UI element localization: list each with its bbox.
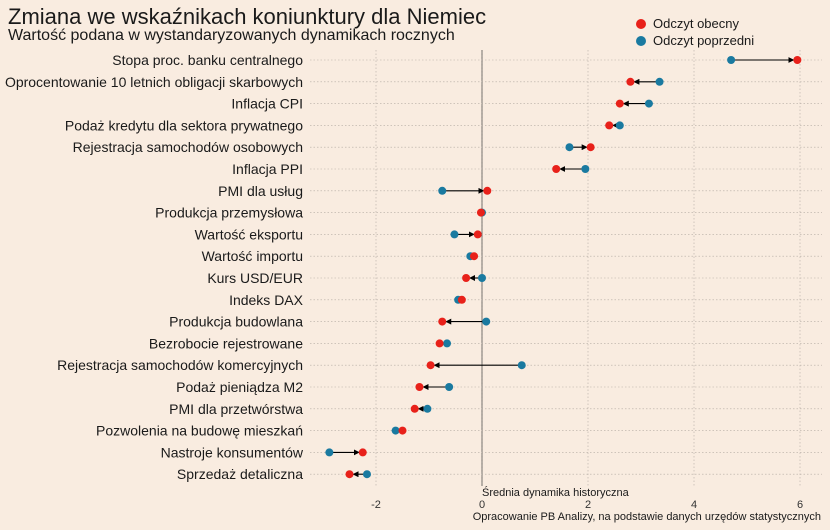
x-tick-label: 0	[479, 499, 485, 511]
grid-layer	[310, 50, 822, 486]
legend: Odczyt obecny Odczyt poprzedni	[636, 15, 754, 49]
current-point	[462, 274, 471, 282]
category-label: Kurs USD/EUR	[207, 270, 303, 286]
category-label: Nastroje konsumentów	[161, 444, 304, 460]
category-labels: Stopa proc. banku centralnego Oprocentowa…	[5, 52, 304, 482]
current-point	[605, 121, 614, 130]
current-point	[438, 317, 447, 326]
category-label: PMI dla przetwórstwa	[169, 401, 303, 417]
current-point	[473, 230, 482, 239]
current-point	[345, 470, 354, 479]
current-point	[615, 99, 624, 108]
category-label: Produkcja przemysłowa	[155, 205, 303, 221]
previous-point	[644, 99, 653, 108]
category-label: Inflacja CPI	[231, 96, 303, 112]
category-label: Rejestracja samochodów komercyjnych	[57, 357, 303, 373]
x-axis: -2 0 2 4 6	[371, 499, 803, 511]
legend-marker-current	[636, 18, 646, 29]
previous-point	[362, 470, 371, 479]
category-label: Pozwolenia na budowę mieszkań	[96, 423, 303, 439]
category-label: Indeks DAX	[229, 292, 304, 308]
legend-label-current: Odczyt obecny	[653, 16, 739, 31]
current-point	[552, 165, 561, 173]
category-label: Wartość importu	[202, 248, 303, 264]
source-note: Opracowanie PB Analizy, na podstawie dan…	[473, 511, 821, 523]
category-label: Oprocentowanie 10 letnich obligacji skar…	[5, 74, 303, 90]
x-tick-label: -2	[371, 499, 381, 511]
previous-point	[655, 77, 664, 86]
current-point	[586, 143, 595, 152]
previous-point	[450, 230, 459, 239]
current-point	[398, 426, 407, 435]
x-tick-label: 6	[797, 499, 803, 511]
current-point	[470, 252, 479, 261]
previous-point	[445, 383, 454, 391]
previous-point	[565, 143, 574, 152]
current-point	[626, 77, 635, 86]
category-label: Podaż kredytu dla sektora prywatnego	[65, 117, 303, 133]
x-tick-label: 2	[585, 499, 591, 511]
previous-point	[727, 56, 736, 64]
previous-point	[517, 361, 526, 370]
current-point	[415, 383, 424, 391]
category-label: Stopa proc. banku centralnego	[112, 52, 303, 68]
x-tick-label: 4	[691, 499, 697, 511]
previous-point	[443, 339, 452, 348]
previous-point	[423, 404, 432, 413]
chart-title: Zmiana we wskaźnikach koniunktury dla Ni…	[8, 4, 487, 29]
category-label: Bezrobocie rejestrowane	[149, 335, 303, 351]
current-point	[426, 361, 435, 370]
previous-point	[482, 317, 491, 326]
chart-marks	[325, 56, 802, 479]
category-label: Rejestracja samochodów osobowych	[73, 139, 303, 155]
current-point	[457, 295, 466, 304]
category-label: Wartość eksportu	[195, 226, 303, 242]
legend-marker-previous	[636, 35, 646, 46]
previous-point	[438, 186, 447, 195]
previous-point	[391, 426, 400, 435]
previous-point	[615, 121, 624, 130]
current-point	[476, 208, 485, 217]
chart-subtitle: Wartość podana w wystandaryzowanych dyna…	[8, 27, 455, 44]
category-label: Podaż pieniądza M2	[176, 379, 303, 395]
legend-item-current: Odczyt obecny	[636, 15, 754, 32]
previous-point	[325, 448, 334, 457]
current-point	[410, 404, 419, 413]
category-label: Produkcja budowlana	[169, 314, 303, 330]
previous-point	[478, 274, 486, 282]
legend-item-previous: Odczyt poprzedni	[636, 32, 754, 49]
category-label: Inflacja PPI	[232, 161, 303, 177]
legend-label-previous: Odczyt poprzedni	[653, 33, 755, 48]
category-label: PMI dla usług	[218, 183, 303, 199]
current-point	[358, 448, 367, 457]
current-point	[483, 186, 492, 195]
current-point	[435, 339, 444, 348]
current-point	[793, 56, 802, 64]
x-axis-title: Średnia dynamika historyczna	[482, 486, 630, 499]
category-label: Sprzedaż detaliczna	[177, 466, 303, 482]
previous-point	[581, 165, 590, 173]
